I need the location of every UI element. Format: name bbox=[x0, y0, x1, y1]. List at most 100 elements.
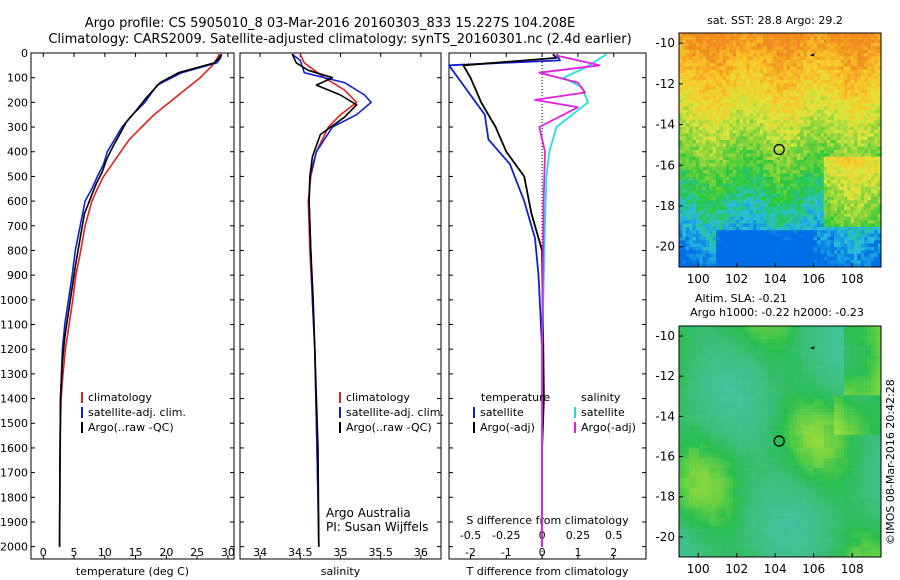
heatmap-cell bbox=[786, 76, 791, 81]
heatmap-cell bbox=[685, 49, 690, 54]
heatmap-cell bbox=[716, 143, 720, 147]
heatmap-cell bbox=[800, 220, 804, 224]
heatmap-cell bbox=[729, 119, 734, 124]
heatmap-cell bbox=[780, 326, 784, 330]
x-tick-label: 15 bbox=[129, 546, 143, 559]
heatmap-cell bbox=[806, 83, 811, 87]
heatmap-cell bbox=[759, 139, 764, 144]
heatmap-cell bbox=[796, 156, 801, 161]
heatmap-cell bbox=[692, 99, 697, 104]
heatmap-cell bbox=[746, 153, 750, 157]
heatmap-cell bbox=[864, 263, 868, 268]
heatmap-cell bbox=[830, 79, 835, 84]
heatmap-cell bbox=[857, 196, 862, 201]
heatmap-cell bbox=[729, 193, 734, 198]
heatmap-cell bbox=[776, 66, 781, 71]
heatmap-cell bbox=[823, 243, 828, 248]
heatmap-cell bbox=[823, 73, 828, 77]
heatmap-cell bbox=[810, 63, 814, 67]
heatmap-cell bbox=[877, 160, 882, 164]
y-tick-label: 1800 bbox=[0, 491, 28, 504]
heatmap-cell bbox=[877, 133, 882, 137]
heatmap-cell bbox=[756, 113, 761, 117]
heatmap-cell bbox=[679, 236, 683, 241]
heatmap-cell bbox=[766, 183, 771, 188]
heatmap-cell bbox=[870, 183, 875, 188]
heatmap-cell bbox=[803, 253, 808, 258]
heatmap-cell bbox=[722, 126, 727, 131]
heatmap-cell bbox=[753, 136, 757, 141]
heatmap-cell bbox=[843, 103, 848, 107]
heatmap-cell bbox=[729, 233, 734, 238]
heatmap-cell bbox=[719, 79, 724, 84]
heatmap-cell bbox=[833, 36, 838, 40]
heatmap-cell bbox=[705, 56, 710, 61]
heatmap-cell bbox=[860, 129, 865, 134]
heatmap-cell bbox=[854, 256, 858, 261]
heatmap-cell bbox=[867, 43, 872, 47]
heatmap-cell bbox=[833, 246, 838, 251]
heatmap-cell bbox=[709, 256, 713, 261]
heatmap-cell bbox=[837, 203, 841, 208]
heatmap-cell bbox=[780, 206, 784, 211]
y-tick-label: 900 bbox=[7, 269, 28, 282]
heatmap-cell bbox=[860, 335, 865, 340]
heatmap-cell bbox=[847, 116, 851, 121]
heatmap-cell bbox=[712, 49, 717, 54]
heatmap-cell bbox=[860, 253, 865, 258]
heatmap-cell bbox=[716, 113, 720, 117]
heatmap-cell bbox=[783, 345, 788, 350]
heatmap-cell bbox=[773, 345, 777, 350]
heatmap-cell bbox=[716, 260, 720, 264]
heatmap-cell bbox=[810, 246, 814, 251]
heatmap-cell bbox=[705, 206, 710, 211]
heatmap-cell bbox=[850, 200, 855, 204]
heatmap-cell bbox=[766, 243, 771, 248]
heatmap-cell bbox=[739, 83, 744, 87]
heatmap-cell bbox=[722, 49, 727, 54]
heatmap-cell bbox=[732, 93, 737, 97]
heatmap-cell bbox=[716, 116, 720, 121]
y-tick-label: 800 bbox=[7, 244, 28, 257]
heatmap-cell bbox=[746, 150, 750, 154]
heatmap-cell bbox=[763, 133, 767, 137]
heatmap-cell bbox=[709, 329, 713, 333]
heatmap-cell bbox=[736, 260, 740, 264]
heatmap-cell bbox=[823, 260, 828, 264]
heatmap-cell bbox=[847, 160, 851, 164]
heatmap-cell bbox=[840, 250, 845, 254]
heatmap-cell bbox=[719, 86, 724, 91]
heatmap-cell bbox=[840, 66, 845, 71]
heatmap-cell bbox=[726, 223, 730, 228]
heatmap-cell bbox=[692, 180, 697, 184]
heatmap-cell bbox=[685, 43, 690, 47]
heatmap-cell bbox=[837, 332, 841, 337]
heatmap-cell bbox=[699, 49, 703, 54]
heatmap-cell bbox=[689, 183, 693, 188]
heatmap-cell bbox=[763, 352, 767, 356]
heatmap-cell bbox=[847, 96, 851, 101]
heatmap-cell bbox=[806, 186, 811, 191]
heatmap-cell bbox=[830, 342, 835, 347]
heatmap-cell bbox=[833, 109, 838, 114]
heatmap-cell bbox=[847, 180, 851, 184]
heatmap-cell bbox=[709, 210, 713, 214]
heatmap-cell bbox=[776, 263, 781, 268]
heatmap-cell bbox=[705, 200, 710, 204]
heatmap-cell bbox=[702, 96, 707, 101]
heatmap-cell bbox=[823, 250, 828, 254]
heatmap-cell bbox=[719, 253, 724, 258]
heatmap-cell bbox=[712, 240, 717, 244]
heatmap-cell bbox=[709, 59, 713, 64]
heatmap-cell bbox=[742, 256, 747, 261]
heatmap-cell bbox=[763, 129, 767, 134]
heatmap-cell bbox=[793, 190, 798, 194]
heatmap-cell bbox=[749, 79, 754, 84]
heatmap-cell bbox=[759, 43, 764, 47]
heatmap-cell bbox=[827, 345, 831, 350]
heatmap-cell bbox=[817, 73, 821, 77]
heatmap-cell bbox=[800, 176, 804, 181]
heatmap-cell bbox=[712, 230, 717, 234]
heatmap-cell bbox=[796, 200, 801, 204]
heatmap-cell bbox=[739, 332, 744, 337]
